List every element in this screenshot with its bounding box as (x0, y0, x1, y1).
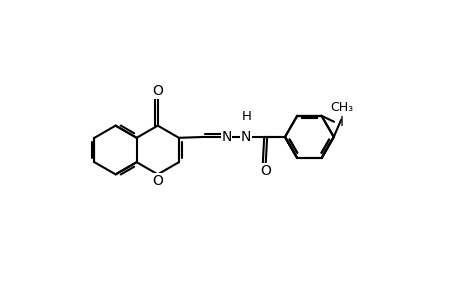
Text: O: O (152, 84, 163, 98)
Text: H: H (241, 110, 251, 123)
Text: O: O (152, 174, 163, 188)
Text: N: N (240, 130, 251, 144)
Text: I: I (339, 115, 343, 129)
Text: O: O (260, 164, 270, 178)
Text: N: N (221, 130, 231, 144)
Text: CH₃: CH₃ (330, 101, 353, 114)
